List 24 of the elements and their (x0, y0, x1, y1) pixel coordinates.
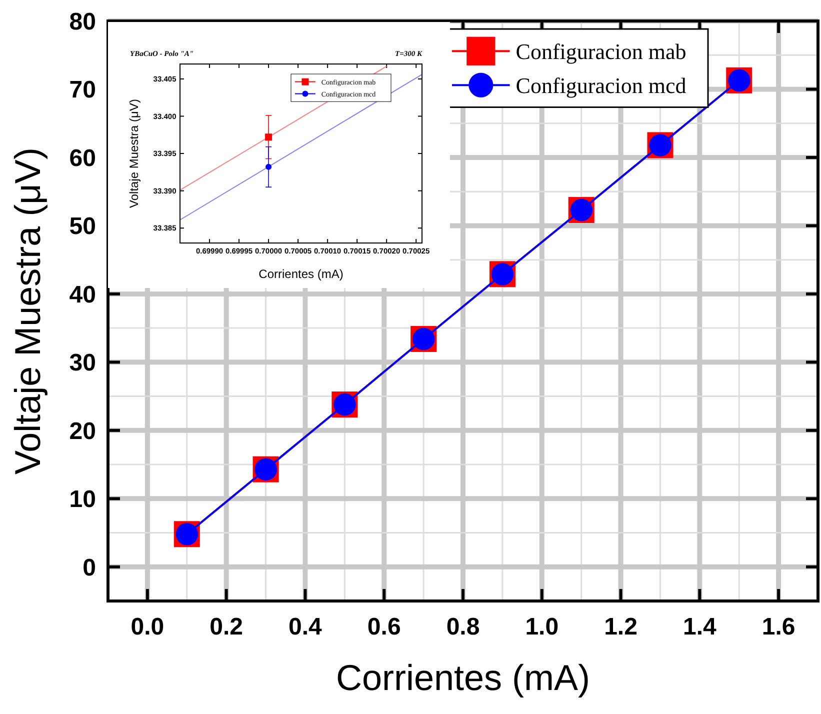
y-tick-label: 20 (69, 418, 96, 445)
y-tick-label: 30 (69, 350, 96, 377)
y-tick-label: 40 (69, 281, 96, 308)
x-tick-label: 1.0 (525, 614, 559, 641)
y-axis-title: Voltaje Muestra (μV) (127, 99, 141, 208)
y-tick-label: 0 (82, 554, 96, 582)
y-tick-label: 70 (69, 76, 96, 104)
x-tick-label: 1.6 (762, 614, 796, 641)
x-tick-label: 0.4 (288, 614, 323, 641)
y-axis-title: Voltaje Muestra (μV) (7, 148, 48, 474)
x-tick-label: 1.2 (604, 614, 638, 641)
x-axis-title: Corrientes (mA) (258, 267, 344, 281)
legend-label: Configuracion mcd (516, 72, 686, 98)
x-axis-title: Corrientes (mA) (336, 657, 590, 698)
x-tick-label: 0.2 (210, 614, 244, 641)
y-tick-label: 50 (69, 213, 96, 240)
y-tick-label: 60 (69, 144, 96, 172)
y-tick-label: 10 (69, 486, 96, 514)
x-tick-label: 0.6 (367, 614, 401, 641)
legend-label: Configuracion mab (516, 38, 686, 64)
x-tick-label: 0.8 (446, 614, 480, 641)
y-tick-label: 80 (69, 8, 96, 36)
x-tick-label: 1.4 (682, 614, 717, 641)
x-tick-label: 0.0 (130, 614, 164, 641)
